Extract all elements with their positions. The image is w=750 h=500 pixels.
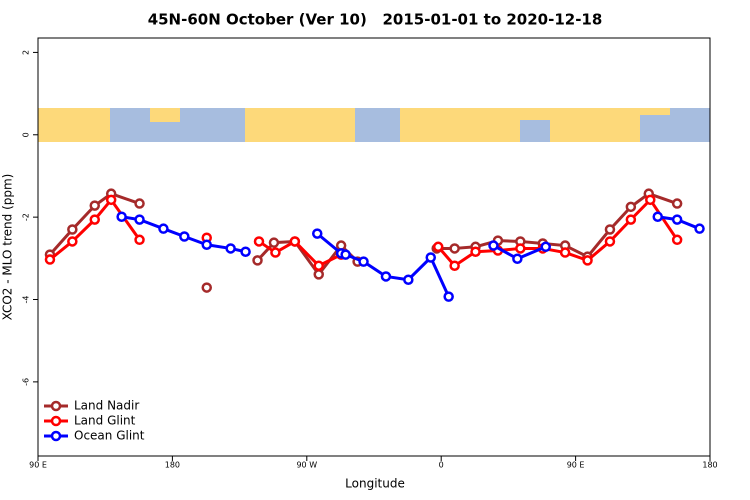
- map-land: [245, 108, 355, 142]
- data-point: [134, 198, 145, 209]
- map-land: [150, 108, 180, 122]
- data-point: [403, 274, 414, 285]
- data-point: [340, 249, 351, 260]
- data-point: [470, 246, 481, 257]
- x-tick-label: 180: [702, 461, 717, 470]
- data-point: [488, 240, 499, 251]
- data-point: [158, 223, 169, 234]
- data-point: [449, 243, 460, 254]
- data-point: [425, 252, 436, 263]
- x-tick-label: 90 E: [29, 461, 47, 470]
- data-point: [67, 224, 78, 235]
- legend-label: Land Nadir: [74, 399, 139, 413]
- map-ocean: [640, 115, 670, 142]
- data-point: [201, 282, 212, 293]
- chart-title: 45N-60N October (Ver 10) 2015-01-01 to 2…: [148, 11, 603, 29]
- data-point: [289, 236, 301, 247]
- legend-label: Land Glint: [74, 414, 136, 428]
- legend-marker: [50, 430, 62, 442]
- data-point: [179, 231, 190, 242]
- data-point: [105, 194, 117, 206]
- data-point: [604, 224, 616, 235]
- y-tick-label: 0: [22, 132, 31, 137]
- data-point: [134, 234, 145, 246]
- data-point: [645, 194, 656, 206]
- data-point: [671, 234, 683, 246]
- legend-marker: [50, 400, 62, 412]
- data-point: [582, 255, 593, 266]
- data-point: [313, 269, 324, 280]
- data-point: [432, 241, 444, 253]
- data-point: [270, 247, 281, 258]
- data-point: [540, 241, 551, 253]
- y-tick-label: 2: [22, 50, 31, 55]
- data-point: [89, 214, 100, 225]
- y-tick-label: -6: [22, 378, 31, 386]
- x-tick-label: 180: [165, 461, 180, 470]
- x-tick-label: 0: [439, 461, 444, 470]
- data-point: [380, 271, 392, 282]
- data-point: [312, 228, 323, 239]
- x-tick-label: 90 E: [567, 461, 585, 470]
- data-point: [443, 291, 454, 302]
- x-axis-label: Longitude: [345, 477, 405, 491]
- y-tick-label: -4: [22, 296, 31, 304]
- data-point: [625, 201, 637, 213]
- data-point: [559, 247, 571, 258]
- map-strip: [38, 108, 710, 142]
- data-point: [449, 260, 460, 271]
- y-tick-label: -2: [22, 213, 31, 221]
- data-point: [134, 214, 145, 225]
- data-point: [358, 256, 369, 267]
- data-point: [671, 198, 683, 209]
- legend-marker: [50, 415, 62, 427]
- data-point: [694, 223, 705, 234]
- data-point: [625, 214, 637, 225]
- map-ocean: [520, 120, 550, 142]
- data-point: [240, 246, 251, 257]
- map-land: [38, 108, 110, 142]
- x-tick-label: 90 W: [296, 461, 317, 470]
- data-point: [44, 254, 56, 265]
- data-point: [652, 211, 663, 222]
- legend-label: Ocean Glint: [74, 429, 145, 443]
- y-axis-label: XCO2 - MLO trend (ppm): [1, 174, 15, 321]
- data-point: [201, 239, 212, 250]
- data-point: [512, 253, 523, 264]
- data-point: [116, 211, 127, 222]
- data-point: [67, 236, 78, 247]
- data-point: [268, 237, 280, 248]
- data-point: [252, 255, 263, 266]
- data-point: [515, 243, 526, 254]
- data-point: [313, 260, 324, 271]
- plot-frame: [37, 37, 711, 457]
- data-point: [89, 200, 100, 211]
- data-point: [671, 214, 683, 225]
- data-point: [604, 236, 616, 247]
- data-point: [253, 236, 265, 247]
- data-point: [225, 243, 236, 254]
